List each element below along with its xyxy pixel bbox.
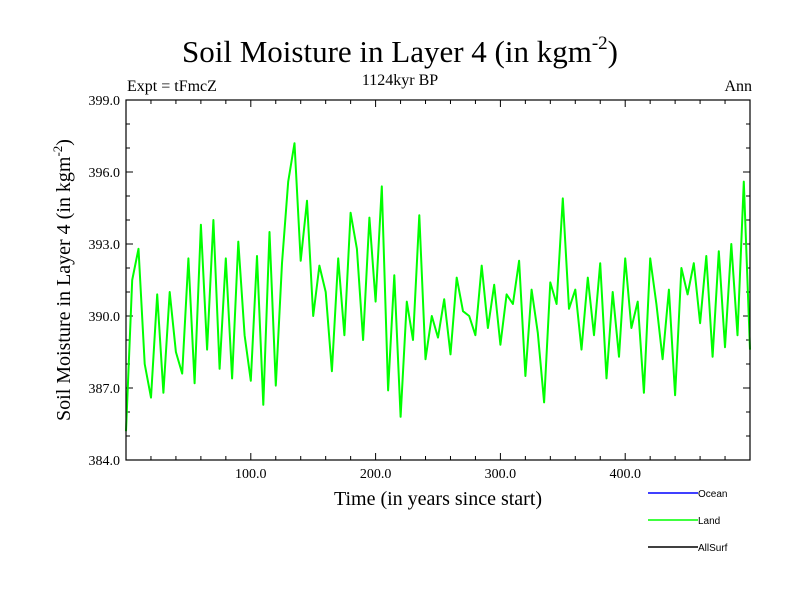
x-axis-title: Time (in years since start) [334, 488, 542, 510]
y-tick-label: 393.0 [89, 238, 121, 253]
y-tick-label: 396.0 [89, 166, 121, 181]
season-label: Ann [724, 78, 752, 95]
legend-label-ocean: Ocean [698, 489, 727, 500]
series-line-land [125, 142, 751, 432]
y-tick-label: 399.0 [89, 94, 121, 109]
y-tick-label: 384.0 [89, 454, 121, 469]
legend: Ocean Land AllSurf [648, 489, 728, 554]
legend-label-allsurf: AllSurf [698, 543, 728, 554]
plot-frame [125, 99, 751, 461]
x-tick-label: 100.0 [235, 467, 267, 482]
x-tick-label: 200.0 [360, 467, 392, 482]
ticks-layer: 384.0 387.0 390.0 393.0 396.0 399.0 100.0 200.0… [89, 94, 750, 482]
y-tick-label: 390.0 [89, 310, 121, 325]
legend-label-land: Land [698, 516, 720, 527]
experiment-label: Expt = tFmcZ [127, 78, 217, 95]
chart-title: Soil Moisture in Layer 4 (in kgm-2) [182, 33, 618, 69]
chart-subtitle: 1124kyr BP [361, 72, 439, 89]
y-axis-title: Soil Moisture in Layer 4 (in kgm-2) [50, 139, 75, 421]
x-tick-label: 400.0 [609, 467, 641, 482]
x-tick-label: 300.0 [485, 467, 517, 482]
series-layer [125, 142, 751, 432]
y-tick-label: 387.0 [89, 382, 121, 397]
